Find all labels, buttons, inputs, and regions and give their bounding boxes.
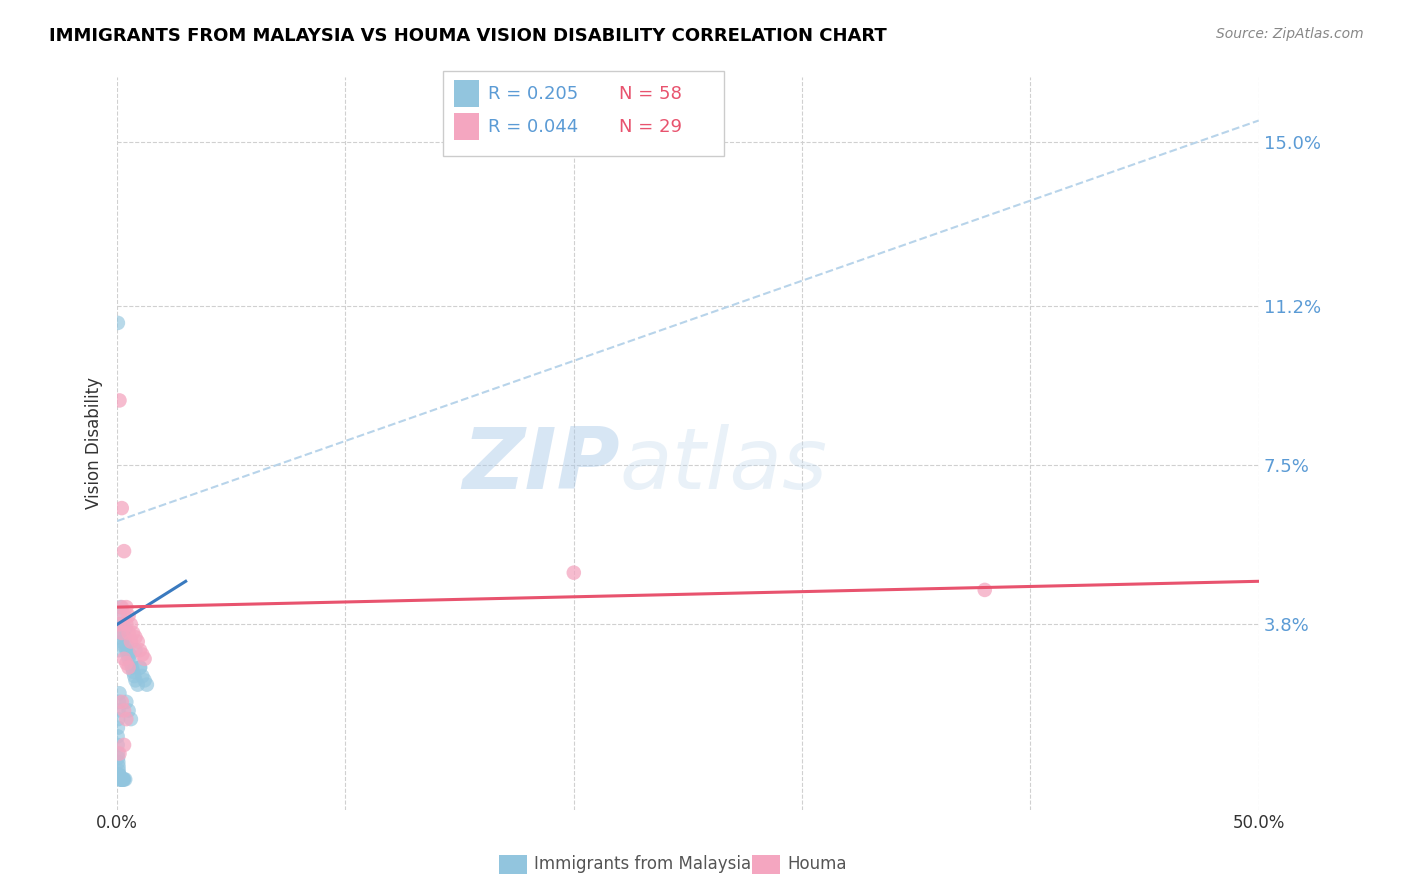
Point [111,772,134,787]
Point [107,712,129,726]
Point [122,626,145,640]
Point [973,582,995,597]
Point [108,772,131,787]
Point [110,772,132,787]
Point [135,678,157,692]
Point [131,648,153,662]
Point [108,695,131,709]
Point [115,639,138,653]
Point [115,695,138,709]
Point [118,648,141,662]
Text: atlas: atlas [620,424,828,507]
Point [111,501,134,516]
Point [107,316,129,330]
Point [120,617,142,632]
Point [108,608,131,623]
Text: Immigrants from Malaysia: Immigrants from Malaysia [534,855,751,873]
Text: ZIP: ZIP [461,424,620,507]
Point [115,617,138,632]
Point [111,695,134,709]
Point [121,660,143,674]
Point [112,772,135,787]
Point [110,772,132,787]
Point [107,764,129,778]
Text: Houma: Houma [787,855,846,873]
Point [112,639,135,653]
Point [112,608,135,623]
Point [111,772,134,787]
Point [114,630,136,644]
Text: N = 58: N = 58 [619,85,682,103]
Point [117,608,139,623]
Point [117,660,139,674]
Point [111,626,134,640]
Point [107,704,129,718]
Y-axis label: Vision Disability: Vision Disability [86,377,103,509]
Point [124,630,146,644]
Point [107,729,129,743]
Point [112,652,135,666]
Point [131,669,153,683]
Point [134,673,156,688]
Point [120,656,142,670]
Point [112,772,135,787]
Text: IMMIGRANTS FROM MALAYSIA VS HOUMA VISION DISABILITY CORRELATION CHART: IMMIGRANTS FROM MALAYSIA VS HOUMA VISION… [49,27,887,45]
Point [117,648,139,662]
Point [129,660,152,674]
Point [111,772,134,787]
Point [117,704,139,718]
Point [120,712,142,726]
Point [124,643,146,657]
Point [108,768,131,782]
Point [114,622,136,636]
Point [112,704,135,718]
Point [107,630,129,644]
Point [122,665,145,679]
Point [110,772,132,787]
Point [111,617,134,632]
Point [108,617,131,632]
Point [112,738,135,752]
Point [107,747,129,761]
Point [107,759,129,773]
Text: Source: ZipAtlas.com: Source: ZipAtlas.com [1216,27,1364,41]
Point [111,634,134,648]
Point [111,600,134,615]
Point [112,544,135,558]
Text: N = 29: N = 29 [619,118,682,136]
Point [117,626,139,640]
Point [562,566,585,580]
Text: R = 0.044: R = 0.044 [488,118,578,136]
Point [129,643,152,657]
Point [127,678,149,692]
Point [117,652,139,666]
Point [115,656,138,670]
Point [134,652,156,666]
Point [107,755,129,769]
Point [115,643,138,657]
Point [114,772,136,787]
Point [111,626,134,640]
Point [107,738,129,752]
Point [110,600,132,615]
Point [127,634,149,648]
Point [108,393,131,408]
Point [107,721,129,735]
Text: R = 0.205: R = 0.205 [488,85,578,103]
Point [115,712,138,726]
Point [108,643,131,657]
Point [120,634,142,648]
Point [129,660,152,674]
Point [108,617,131,632]
Point [108,768,131,782]
Point [124,673,146,688]
Point [107,751,129,765]
Point [108,686,131,700]
Point [124,669,146,683]
Point [108,768,131,782]
Point [115,600,138,615]
Point [108,747,131,761]
Point [112,772,135,787]
